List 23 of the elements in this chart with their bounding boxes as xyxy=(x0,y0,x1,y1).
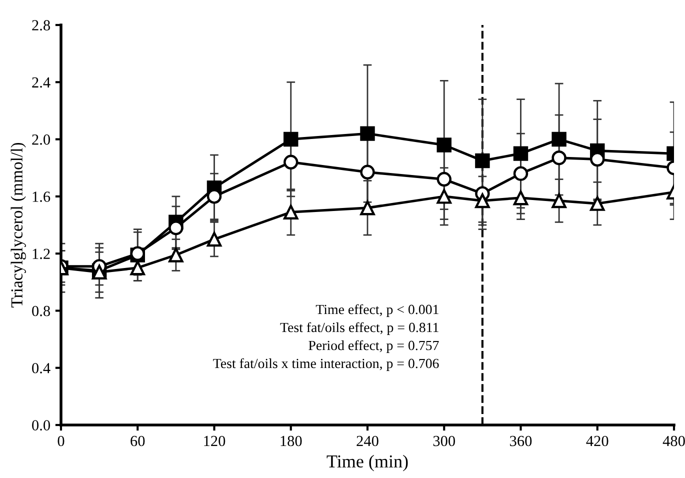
x-tick-label: 360 xyxy=(510,436,532,446)
x-tick-label: 180 xyxy=(280,436,302,446)
y-tick-label: 2.8 xyxy=(32,20,50,31)
x-tick-label: 120 xyxy=(204,436,226,446)
y-tick-label: 2.4 xyxy=(32,77,50,88)
y-axis-title: Triacylglycerol (mmol/l) xyxy=(10,142,26,308)
annotation: Time effect, p < 0.001 xyxy=(316,304,438,317)
x-tick-label: 0 xyxy=(58,436,64,446)
annotation: Period effect, p = 0.757 xyxy=(308,340,439,353)
y-tick-label: 1.6 xyxy=(32,192,50,202)
annotation: Test fat/oils x time interaction, p = 0.706 xyxy=(213,358,439,371)
x-tick-label: 60 xyxy=(130,436,145,446)
y-tick-label: 0.4 xyxy=(32,363,50,374)
x-tick-label: 420 xyxy=(586,436,608,446)
x-tick-label: 300 xyxy=(433,436,455,446)
y-tick-label: 1.2 xyxy=(32,248,50,260)
x-tick-label: 240 xyxy=(356,436,378,446)
x-axis-title: Time (min) xyxy=(326,454,408,472)
x-tick-label: 480 xyxy=(662,436,685,446)
y-tick-label: 0.0 xyxy=(32,420,50,431)
y-tick-label: 0.8 xyxy=(32,306,50,316)
annotation: Test fat/oils effect, p = 0.811 xyxy=(280,322,438,335)
y-tick-label: 2.0 xyxy=(32,134,50,145)
